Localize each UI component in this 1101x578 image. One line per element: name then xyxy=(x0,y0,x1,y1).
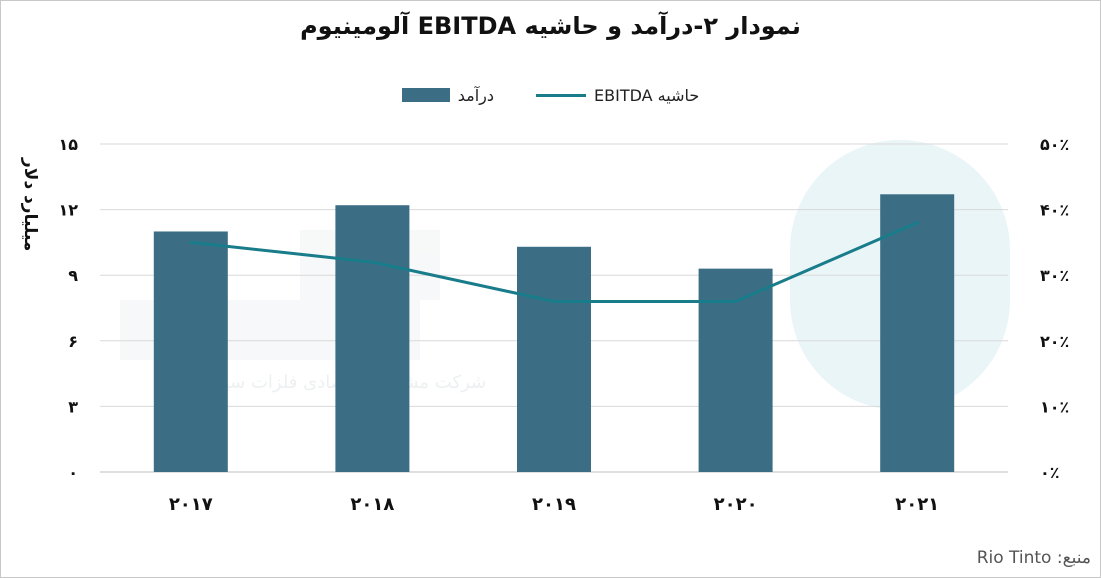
chart-title: نمودار ۲-درآمد و حاشیه EBITDA آلومینیوم xyxy=(300,12,801,40)
chart-legend: حاشیه EBITDA درآمد xyxy=(0,82,1101,108)
x-tick-label: ۲۰۲۱ xyxy=(895,494,939,515)
y2-axis-ticks: ۰٪ ۱۰٪ ۲۰٪ ۳۰٪ ۴۰٪ ۵۰٪ xyxy=(1040,135,1069,482)
legend-label-revenue: درآمد xyxy=(457,85,495,105)
bar-3 xyxy=(698,268,773,472)
line-series xyxy=(189,221,919,303)
y2-tick-label: ۱۰٪ xyxy=(1040,397,1069,416)
bar-2 xyxy=(517,246,591,472)
legend-swatch-line xyxy=(536,93,587,97)
y-tick-label: ۰ xyxy=(68,463,78,482)
x-axis-ticks: ۲۰۱۷ ۲۰۱۸ ۲۰۱۹ ۲۰۲۰ ۲۰۲۱ xyxy=(169,494,939,515)
y-tick-label: ۱۵ xyxy=(58,135,78,154)
x-tick-label: ۲۰۱۸ xyxy=(350,494,394,515)
y2-tick-label: ۰٪ xyxy=(1040,463,1060,482)
bar-1 xyxy=(335,205,410,472)
bar-0 xyxy=(153,231,228,472)
legend-label-ebitda: حاشیه EBITDA xyxy=(594,85,700,105)
y-tick-label: ۱۲ xyxy=(58,201,78,220)
y-tick-label: ۶ xyxy=(68,332,78,351)
y-tick-label: ۳ xyxy=(68,397,78,416)
bar-series xyxy=(153,194,955,472)
legend-item-line: حاشیه EBITDA xyxy=(536,86,699,105)
legend-swatch-bar xyxy=(401,88,450,102)
y2-tick-label: ۳۰٪ xyxy=(1040,266,1069,285)
y2-tick-label: ۲۰٪ xyxy=(1040,332,1069,351)
x-tick-label: ۲۰۱۹ xyxy=(532,494,576,515)
legend-item-bar: درآمد xyxy=(401,85,495,105)
ebitda-line xyxy=(189,221,919,303)
source-label: منبع: Rio Tinto xyxy=(976,548,1091,568)
y-axis-label: میلیارد دلار xyxy=(20,158,40,252)
x-tick-label: ۲۰۲۰ xyxy=(714,494,758,515)
y-tick-label: ۹ xyxy=(68,266,78,285)
y2-tick-label: ۵۰٪ xyxy=(1040,135,1069,154)
bar-4 xyxy=(880,194,955,472)
y2-tick-label: ۴۰٪ xyxy=(1040,201,1069,220)
y-axis-ticks: ۰ ۳ ۶ ۹ ۱۲ ۱۵ xyxy=(58,135,78,482)
x-tick-label: ۲۰۱۷ xyxy=(169,494,213,515)
